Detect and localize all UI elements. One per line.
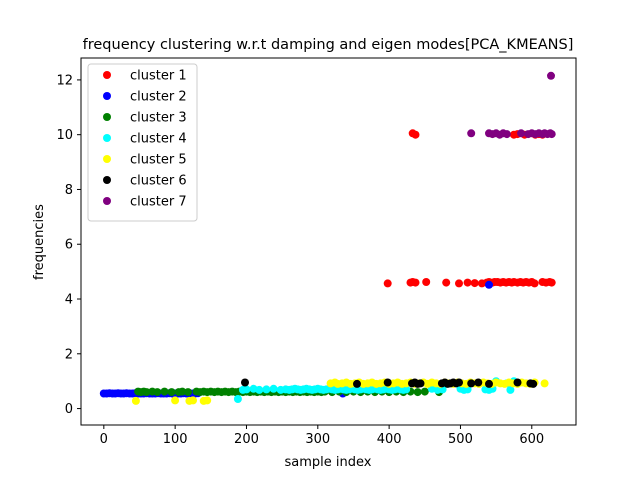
data-point bbox=[383, 279, 392, 288]
legend-label: cluster 5 bbox=[130, 153, 187, 168]
y-tick-label: 2 bbox=[65, 347, 73, 362]
legend: cluster 1 cluster 2 cluster 3 cluster 4 clus… bbox=[87, 63, 198, 222]
data-point bbox=[485, 280, 493, 289]
legend-label: cluster 2 bbox=[130, 90, 187, 105]
legend-marker bbox=[103, 134, 111, 142]
data-point bbox=[455, 279, 463, 288]
data-point bbox=[530, 279, 539, 288]
x-tick-label: 400 bbox=[377, 432, 402, 447]
x-tick-label: 100 bbox=[163, 432, 188, 447]
plot-frame bbox=[80, 57, 577, 426]
x-tick-label: 300 bbox=[305, 432, 330, 447]
data-point bbox=[413, 388, 422, 397]
data-point bbox=[171, 396, 180, 405]
data-point bbox=[233, 395, 242, 403]
y-axis: 0 2 4 6 8 10 12 bbox=[56, 73, 81, 417]
data-point bbox=[540, 379, 549, 388]
legend-label: cluster 6 bbox=[130, 174, 187, 189]
legend-marker bbox=[103, 71, 111, 79]
data-point bbox=[485, 379, 493, 388]
data-point bbox=[353, 379, 361, 388]
points-layer bbox=[99, 71, 556, 405]
data-point bbox=[420, 387, 429, 396]
x-tick-label: 500 bbox=[448, 432, 473, 447]
data-point bbox=[442, 278, 451, 287]
legend-marker bbox=[103, 176, 111, 184]
chart-title: frequency clustering w.r.t damping and e… bbox=[83, 37, 574, 53]
y-tick-label: 12 bbox=[56, 73, 73, 88]
data-point bbox=[529, 379, 538, 388]
series-7 bbox=[467, 71, 556, 139]
x-tick-label: 600 bbox=[519, 432, 544, 447]
legend-label: cluster 3 bbox=[130, 111, 187, 126]
x-tick-label: 200 bbox=[234, 432, 259, 447]
data-point bbox=[506, 385, 515, 394]
y-tick-label: 0 bbox=[65, 402, 73, 417]
data-point bbox=[474, 378, 483, 387]
data-point bbox=[470, 279, 479, 288]
data-point bbox=[547, 71, 555, 80]
legend-marker bbox=[103, 197, 111, 205]
data-point bbox=[203, 396, 212, 405]
data-point bbox=[153, 388, 162, 397]
data-point bbox=[160, 387, 169, 396]
data-point bbox=[422, 278, 431, 286]
data-point bbox=[416, 379, 425, 388]
data-point bbox=[402, 385, 411, 394]
legend-marker bbox=[103, 92, 111, 100]
data-point bbox=[467, 379, 476, 388]
series-6 bbox=[241, 378, 538, 388]
data-point bbox=[463, 278, 472, 287]
y-tick-label: 6 bbox=[65, 238, 73, 253]
legend-box bbox=[87, 63, 198, 222]
data-point bbox=[242, 385, 251, 394]
data-point bbox=[467, 129, 476, 138]
data-point bbox=[517, 129, 526, 138]
y-axis-label: frequencies bbox=[32, 204, 47, 280]
data-point bbox=[255, 385, 264, 394]
data-point bbox=[189, 396, 197, 405]
data-point bbox=[411, 130, 420, 139]
data-point bbox=[547, 278, 556, 287]
legend-label: cluster 4 bbox=[130, 132, 187, 147]
legend-label: cluster 1 bbox=[130, 69, 187, 84]
data-point bbox=[131, 396, 140, 405]
data-point bbox=[167, 388, 176, 397]
data-point bbox=[455, 378, 463, 387]
x-axis: 0 100 200 300 400 500 600 bbox=[100, 425, 544, 447]
data-point bbox=[502, 130, 511, 139]
data-point bbox=[241, 378, 249, 387]
data-point bbox=[262, 385, 271, 394]
y-tick-label: 10 bbox=[56, 128, 73, 143]
legend-marker bbox=[103, 113, 111, 121]
data-point bbox=[383, 378, 392, 387]
legend-marker bbox=[103, 155, 111, 163]
data-point bbox=[269, 384, 278, 393]
x-axis-label: sample index bbox=[285, 455, 372, 470]
data-point bbox=[547, 130, 556, 139]
y-tick-label: 8 bbox=[65, 183, 73, 198]
x-tick-label: 0 bbox=[100, 432, 108, 447]
legend-label: cluster 7 bbox=[130, 195, 187, 210]
data-point bbox=[513, 378, 522, 387]
data-point bbox=[184, 388, 192, 397]
data-point bbox=[411, 278, 420, 287]
y-tick-label: 4 bbox=[65, 293, 73, 308]
